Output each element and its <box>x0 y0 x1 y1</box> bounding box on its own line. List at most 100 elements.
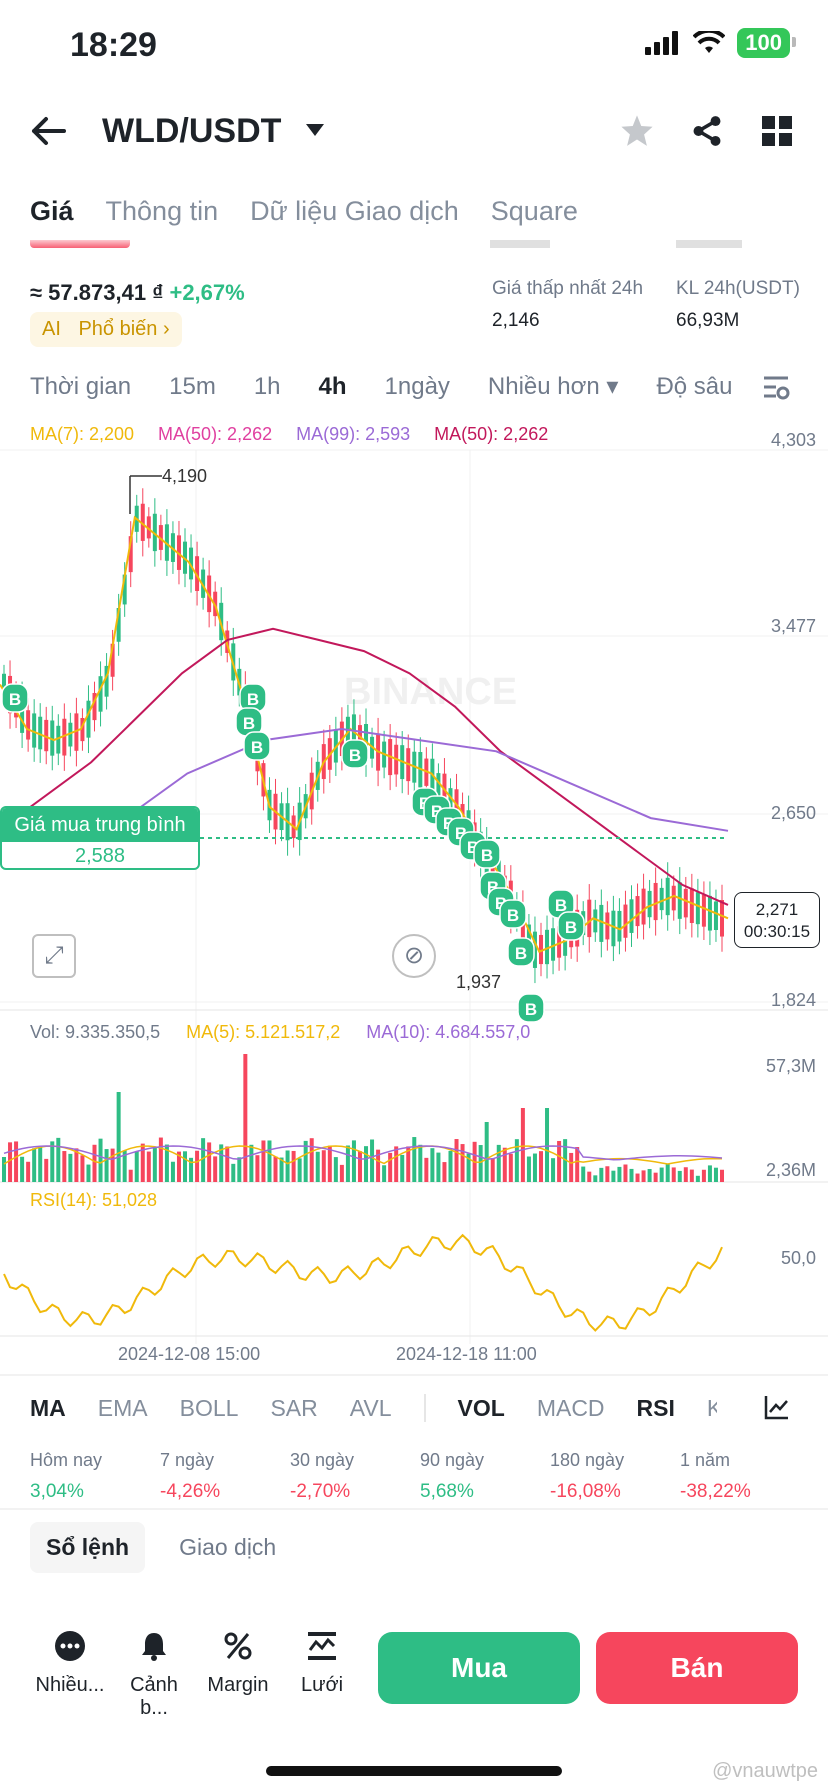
buy-marker-badge <box>1 683 29 713</box>
ind-ema[interactable]: EMA <box>97 1394 148 1421</box>
alert-button[interactable]: Cảnh b... <box>114 1630 194 1720</box>
period-time[interactable]: Thời gian <box>30 372 132 400</box>
tab-square[interactable]: Square <box>490 196 578 226</box>
candle-body <box>689 888 694 923</box>
grid-button[interactable]: Lưới <box>282 1630 362 1697</box>
chart-settings-icon[interactable] <box>762 374 790 400</box>
volume-bar <box>164 1144 169 1182</box>
price-axis-4: 1,824 <box>770 990 816 1010</box>
ind-macd[interactable]: MACD <box>536 1394 605 1421</box>
volume-bar <box>665 1164 670 1182</box>
perf-today-value: 3,04% <box>30 1481 84 1502</box>
candle-body <box>545 929 550 965</box>
volume-bar <box>152 1147 157 1182</box>
volume-bar <box>720 1169 724 1182</box>
candle-body <box>611 910 616 947</box>
ind-vol[interactable]: VOL <box>457 1394 505 1421</box>
tab-price[interactable]: Giá <box>30 196 74 226</box>
volume-bar <box>158 1137 163 1182</box>
margin-button[interactable]: Margin <box>198 1630 278 1697</box>
volume-bar <box>677 1170 682 1182</box>
volume-bar <box>364 1146 369 1182</box>
candle-countdown: 00:30:15 <box>743 922 811 941</box>
vol-ma5: MA(5): 5.121.517,2 <box>186 1022 341 1042</box>
volume-bar <box>351 1140 356 1182</box>
pair-title[interactable]: WLD/USDT <box>102 112 282 150</box>
volume-bar <box>370 1139 375 1182</box>
candle-body <box>653 882 658 921</box>
buy-marker-badge <box>499 899 527 929</box>
ind-boll[interactable]: BOLL <box>179 1394 239 1421</box>
volume-bar <box>201 1138 206 1182</box>
margin-label: Margin <box>207 1674 269 1696</box>
battery-indicator: 100 <box>737 28 796 58</box>
volume-bar <box>225 1146 230 1182</box>
volume-bar <box>623 1164 628 1182</box>
tab-orderbook[interactable]: Sổ lệnh <box>30 1522 146 1573</box>
popular-label: Phổ biến <box>78 318 158 340</box>
volume-bar <box>321 1150 326 1182</box>
indicator-settings-icon[interactable] <box>764 1394 790 1420</box>
rsi-line <box>3 1233 723 1332</box>
volume-bar <box>74 1148 79 1182</box>
volume-bar <box>412 1137 417 1182</box>
volume-bar <box>134 1151 139 1182</box>
grid-menu-icon[interactable] <box>762 116 792 146</box>
buy-marker-letter: B <box>247 690 259 709</box>
more-button[interactable]: Nhiều... <box>30 1630 110 1697</box>
volume-bar <box>635 1173 640 1182</box>
ind-avl[interactable]: AVL <box>349 1394 392 1421</box>
vol-24h-value: 66,93M <box>676 310 740 331</box>
period-depth[interactable]: Độ sâu <box>656 372 733 400</box>
ind-k[interactable]: K <box>706 1394 717 1421</box>
period-1d[interactable]: 1ngày <box>384 372 450 400</box>
ai-popular-pill[interactable]: AI Phổ biến › <box>30 312 182 347</box>
avg-buy-price-box: Giá mua trung bình 2,588 <box>0 806 200 870</box>
hide-eye-icon[interactable]: ⊘ <box>392 934 436 978</box>
volume-bar <box>514 1139 519 1182</box>
period-more[interactable]: Nhiều hơn ▾ <box>488 372 619 401</box>
caret-down-icon[interactable] <box>306 124 324 136</box>
buy-button[interactable]: Mua <box>378 1632 580 1704</box>
volume-bar <box>183 1151 188 1182</box>
ma50b-legend: MA(50): 2,262 <box>434 424 549 444</box>
ma-legend: MA(7): 2,200 MA(50): 2,262 MA(99): 2,593… <box>30 424 548 445</box>
signal-icon <box>645 31 679 55</box>
period-15m[interactable]: 15m <box>169 372 216 400</box>
divider-2 <box>0 1508 828 1510</box>
vol-value: Vol: 9.335.350,5 <box>30 1022 161 1042</box>
ind-sar[interactable]: SAR <box>270 1394 318 1421</box>
more-dots-icon <box>55 1631 85 1661</box>
candle-body <box>26 710 31 740</box>
expand-icon[interactable]: ⤢ <box>32 934 76 978</box>
candle-body <box>436 773 441 797</box>
volume-bar <box>545 1108 550 1182</box>
ind-ma[interactable]: MA <box>30 1394 66 1421</box>
volume-bar <box>575 1147 580 1182</box>
candle-body <box>56 725 61 754</box>
low-24h-label: Giá thấp nhất 24h <box>492 278 644 299</box>
period-4h[interactable]: 4h <box>318 372 347 400</box>
candle-body <box>122 574 127 605</box>
star-icon[interactable] <box>620 114 654 148</box>
back-arrow-icon[interactable] <box>30 116 66 146</box>
candle-body <box>623 904 628 938</box>
tab-trades[interactable]: Giao dịch <box>179 1534 277 1560</box>
tab-info[interactable]: Thông tin <box>105 196 219 226</box>
sell-button[interactable]: Bán <box>596 1632 798 1704</box>
candle-body <box>635 896 640 927</box>
book-tabs: Sổ lệnh Giao dịch <box>30 1522 276 1573</box>
tab-trading-data[interactable]: Dữ liệu Giao dịch <box>250 196 459 226</box>
kline-chart[interactable]: BINANCE 4,190 1,937 BBBBBBBBBBBBBBBBBB <box>0 414 828 1344</box>
share-icon[interactable] <box>690 114 724 148</box>
price-axis-3: 2,650 <box>770 803 816 823</box>
ind-rsi[interactable]: RSI <box>636 1394 675 1421</box>
volume-bar <box>707 1165 712 1182</box>
ind-divider <box>423 1394 426 1422</box>
buy-marker-badge <box>243 731 271 761</box>
volume-bar <box>357 1151 362 1182</box>
volume-bar <box>394 1146 399 1182</box>
caret-down-icon: ▾ <box>606 373 619 400</box>
period-1h[interactable]: 1h <box>253 372 281 400</box>
binance-watermark: BINANCE <box>344 671 517 713</box>
